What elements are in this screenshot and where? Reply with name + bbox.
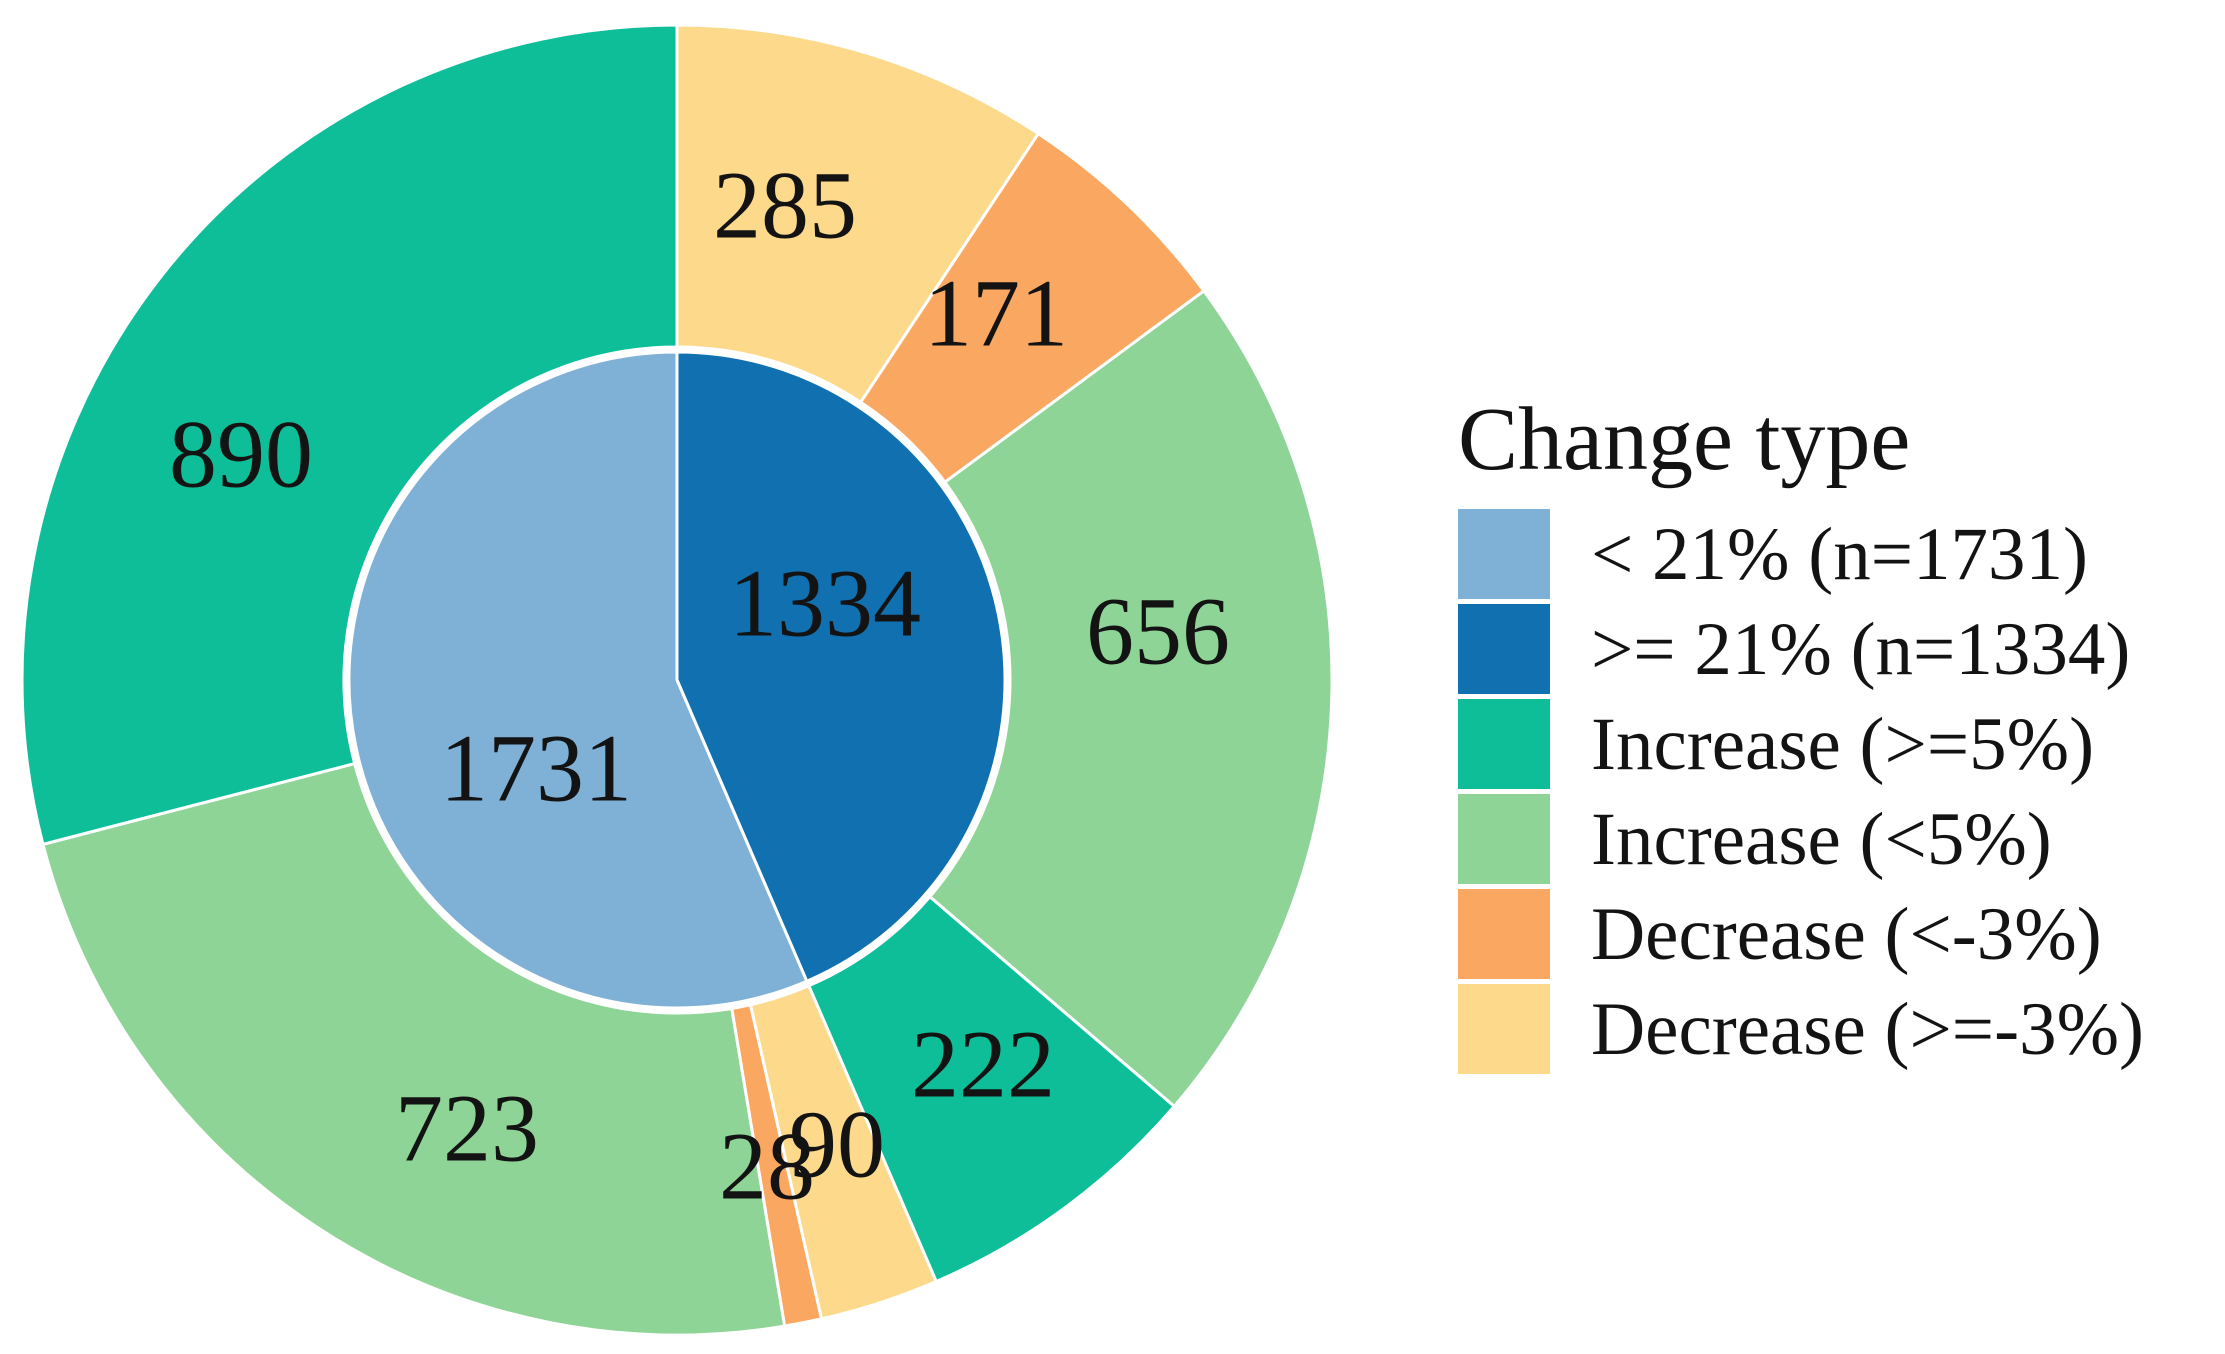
legend-item-label: Increase (>=5%) (1591, 702, 2095, 786)
outer-slice-label-222: 222 (911, 1011, 1055, 1118)
legend-swatch (1458, 889, 1550, 980)
outer-slice-label-723: 723 (395, 1075, 539, 1182)
outer-slice-label-890: 890 (169, 401, 313, 508)
inner-pie (347, 350, 1007, 1010)
outer-slice-label-90: 90 (789, 1091, 885, 1198)
outer-slice-label-285: 285 (713, 152, 857, 259)
legend-items: < 21% (n=1731) >= 21% (n=1334) Increase (>… (1458, 509, 2145, 1075)
legend-item: Decrease (>=-3%) (1458, 984, 2145, 1075)
inner-slice-label-1334: 1334 (729, 550, 921, 657)
outer-slice-285 (675, 23, 1040, 404)
outer-slice-723 (41, 762, 787, 1337)
legend-item: Increase (<5%) (1458, 794, 2144, 885)
legend: Change type < 21% (n=1731) >= 21% (n=1334… (1458, 392, 2144, 1079)
legend-swatch (1458, 509, 1550, 600)
inner-slice-1334 (675, 350, 1007, 983)
legend-item-label: < 21% (n=1731) (1591, 512, 2089, 596)
legend-swatch (1458, 984, 1550, 1075)
legend-swatch (1458, 604, 1550, 695)
legend-swatch (1458, 699, 1550, 790)
outer-slice-label-171: 171 (924, 260, 1068, 367)
outer-slice-label-656: 656 (1086, 578, 1230, 685)
legend-item-label: >= 21% (n=1334) (1591, 607, 2131, 691)
outer-slice-890 (20, 23, 679, 846)
legend-item: < 21% (n=1731) (1458, 509, 2144, 600)
legend-item-label: Decrease (<-3%) (1591, 892, 2102, 976)
inner-slice-1731 (347, 350, 809, 1010)
legend-item: >= 21% (n=1334) (1458, 604, 2144, 695)
outer-slice-label-28: 28 (719, 1113, 815, 1220)
legend-swatch (1458, 794, 1550, 885)
inner-slice-label-1731: 1731 (440, 715, 632, 822)
legend-item-label: Decrease (>=-3%) (1591, 987, 2145, 1071)
legend-title: Change type (1458, 390, 1911, 489)
legend-item: Increase (>=5%) (1458, 699, 2144, 790)
legend-item: Decrease (<-3%) (1458, 889, 2144, 980)
outer-ring (20, 23, 1334, 1337)
outer-slice-656 (928, 289, 1334, 1108)
legend-item-label: Increase (<5%) (1591, 797, 2052, 881)
